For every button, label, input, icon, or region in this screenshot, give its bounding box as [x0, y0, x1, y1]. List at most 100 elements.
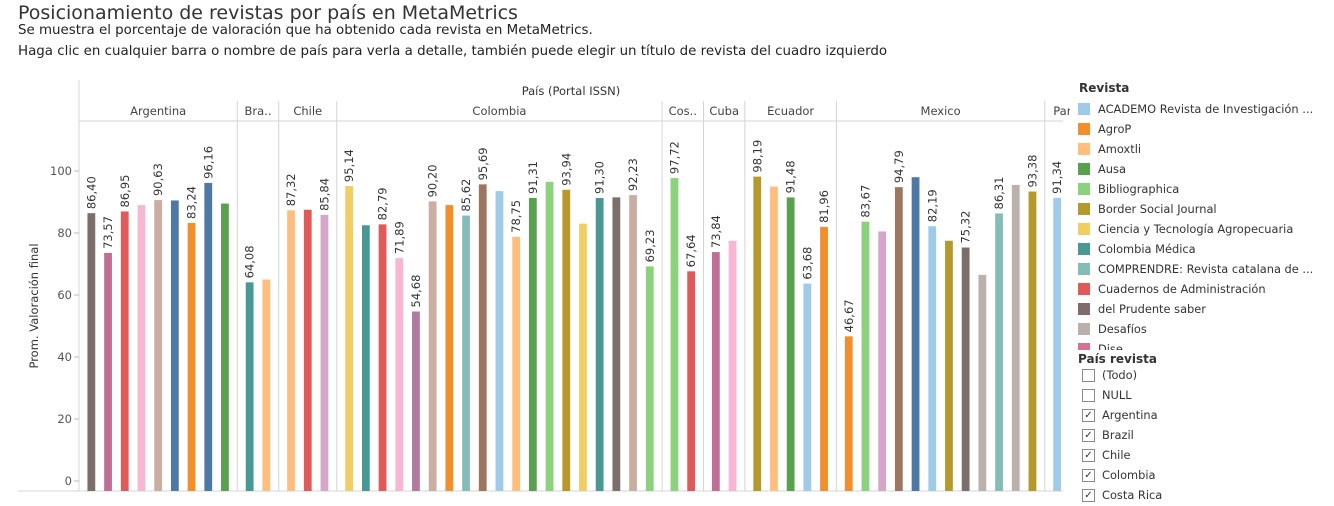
bar[interactable] — [753, 176, 762, 491]
legend-item[interactable]: del Prudente saber — [1078, 299, 1323, 319]
bar[interactable] — [978, 274, 987, 491]
country-header-ecuador[interactable]: Ecuador — [767, 104, 814, 118]
checkbox-checked-icon[interactable]: ✓ — [1082, 448, 1095, 462]
bar[interactable] — [512, 236, 521, 491]
bar[interactable] — [928, 226, 937, 491]
checkbox-checked-icon[interactable]: ✓ — [1082, 468, 1095, 482]
checkbox-checked-icon[interactable]: ✓ — [1082, 408, 1095, 422]
bar[interactable] — [844, 336, 853, 491]
checkbox-empty-icon[interactable] — [1082, 368, 1095, 382]
legend-item[interactable]: COMPRENDRE: Revista catalana de ... — [1078, 259, 1323, 279]
bar[interactable] — [911, 177, 920, 491]
bar[interactable] — [670, 178, 679, 491]
bar[interactable] — [545, 181, 554, 491]
country-header-colombia[interactable]: Colombia — [472, 104, 526, 118]
bar[interactable] — [894, 187, 903, 491]
legend-item[interactable]: Amoxtli — [1078, 139, 1323, 159]
data-label: 90,63 — [151, 163, 165, 196]
bar[interactable] — [395, 258, 404, 491]
bar[interactable] — [104, 252, 112, 491]
checkbox-checked-icon[interactable]: ✓ — [1082, 488, 1095, 502]
filter-option[interactable]: ✓ Brazil — [1082, 425, 1162, 445]
legend-item[interactable]: Desafíos — [1078, 319, 1323, 339]
legend-item[interactable]: Ciencia y Tecnología Agropecuaria — [1078, 219, 1323, 239]
bar[interactable] — [378, 224, 387, 491]
legend-item[interactable]: Colombia Médica — [1078, 239, 1323, 259]
legend-swatch — [1078, 203, 1090, 215]
bar[interactable] — [361, 225, 370, 491]
bar[interactable] — [711, 252, 720, 491]
data-label: 69,23 — [643, 229, 657, 262]
bar[interactable] — [786, 197, 795, 492]
country-header-argentina[interactable]: Argentina — [130, 104, 186, 118]
country-header-chile[interactable]: Chile — [293, 104, 322, 118]
checkbox-empty-icon[interactable] — [1082, 388, 1095, 402]
bar[interactable] — [187, 222, 196, 491]
bar[interactable] — [820, 226, 828, 491]
bar[interactable] — [287, 210, 295, 492]
filter-option[interactable]: ✓ Costa Rica — [1082, 485, 1162, 505]
legend-item[interactable]: AgroP — [1078, 119, 1323, 139]
filter-option[interactable]: NULL — [1082, 385, 1162, 405]
country-header-cuba[interactable]: Cuba — [709, 104, 739, 118]
bar[interactable] — [945, 240, 953, 491]
bar[interactable] — [495, 191, 504, 491]
legend-item[interactable]: Ausa — [1078, 159, 1323, 179]
bar[interactable] — [528, 197, 537, 491]
bar[interactable] — [562, 189, 571, 491]
bar[interactable] — [612, 197, 621, 491]
checkbox-checked-icon[interactable]: ✓ — [1082, 428, 1095, 442]
bar[interactable] — [478, 184, 487, 491]
bar[interactable] — [462, 215, 470, 491]
bar[interactable] — [961, 247, 970, 491]
bar[interactable] — [579, 223, 587, 491]
country-header-cos[interactable]: Cos.. — [669, 104, 697, 118]
bar[interactable] — [1028, 191, 1037, 491]
bar[interactable] — [137, 205, 146, 491]
bar[interactable] — [204, 182, 213, 492]
bar[interactable] — [995, 213, 1003, 491]
filter-option-label: Colombia — [1102, 468, 1156, 482]
bar[interactable] — [728, 240, 737, 491]
legend-list[interactable]: ACADEMO Revista de Investigación ... Agro… — [1078, 99, 1323, 352]
bar[interactable] — [345, 186, 354, 492]
bar[interactable] — [245, 282, 254, 491]
legend-item[interactable]: ACADEMO Revista de Investigación ... — [1078, 99, 1323, 119]
bar[interactable] — [120, 211, 129, 491]
legend-item[interactable]: Border Social Journal — [1078, 199, 1323, 219]
bar[interactable] — [412, 311, 420, 491]
filter-option[interactable]: ✓ Chile — [1082, 445, 1162, 465]
legend-swatch — [1078, 103, 1090, 115]
bar[interactable] — [878, 231, 887, 491]
country-header-par[interactable]: Par.. — [1053, 104, 1070, 118]
bar[interactable] — [803, 283, 812, 491]
country-header-mexico[interactable]: Mexico — [921, 104, 961, 118]
bar[interactable] — [645, 266, 654, 491]
legend-swatch — [1078, 243, 1090, 255]
bar[interactable] — [154, 200, 163, 491]
bar[interactable] — [262, 279, 271, 492]
legend-label: Colombia Médica — [1098, 242, 1196, 256]
filter-option[interactable]: (Todo) — [1082, 365, 1162, 385]
bar[interactable] — [445, 205, 454, 491]
bar[interactable] — [861, 221, 870, 492]
bar[interactable] — [221, 203, 229, 492]
filter-option[interactable]: ✓ Colombia — [1082, 465, 1162, 485]
bar[interactable] — [170, 200, 179, 491]
y-tick-label: 0 — [65, 474, 72, 488]
bar[interactable] — [320, 214, 329, 491]
country-header-bra[interactable]: Bra.. — [245, 104, 272, 118]
bar[interactable] — [770, 186, 778, 492]
bar[interactable] — [303, 209, 312, 491]
bar[interactable] — [1011, 184, 1020, 491]
filter-option[interactable]: ✓ Argentina — [1082, 405, 1162, 425]
bar[interactable] — [629, 195, 637, 491]
bar[interactable] — [1053, 197, 1062, 491]
bar[interactable] — [428, 201, 437, 491]
legend-item[interactable]: Dise... — [1078, 339, 1323, 352]
bar[interactable] — [87, 213, 96, 491]
bar[interactable] — [687, 271, 696, 491]
legend-item[interactable]: Cuadernos de Administración — [1078, 279, 1323, 299]
bar[interactable] — [595, 197, 604, 491]
legend-item[interactable]: Bibliographica — [1078, 179, 1323, 199]
